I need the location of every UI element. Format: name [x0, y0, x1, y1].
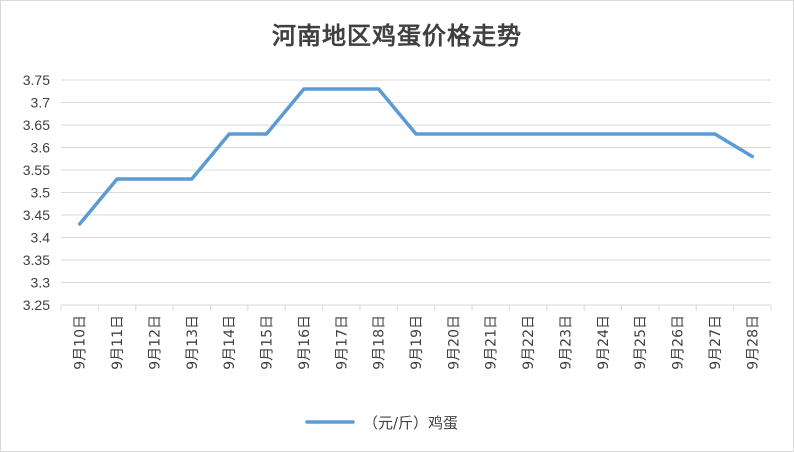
x-tick-label: 9月20日	[446, 315, 462, 370]
y-axis-ticks: 3.25 3.3 3.35 3.4 3.45 3.5 3.55 3.6 3.65 3.7 3.75	[23, 72, 50, 313]
data-point	[152, 177, 156, 181]
y-tick-label: 3.65	[23, 117, 50, 133]
x-tick-label: 9月15日	[260, 315, 276, 370]
y-tick-label: 3.3	[31, 275, 51, 291]
data-point	[526, 132, 530, 136]
data-point	[265, 132, 269, 136]
data-point	[713, 132, 717, 136]
y-tick-label: 3.45	[23, 207, 50, 223]
data-point	[638, 132, 642, 136]
x-tick-label: 9月10日	[73, 315, 89, 370]
gridlines	[61, 79, 771, 306]
y-tick-label: 3.4	[31, 230, 51, 246]
x-tick-label: 9月27日	[708, 315, 724, 370]
x-tick-label: 9月14日	[222, 315, 238, 370]
x-tick-label: 9月12日	[147, 315, 163, 370]
data-point	[451, 132, 455, 136]
data-point	[115, 177, 119, 181]
x-tick-label: 9月18日	[372, 315, 388, 370]
y-tick-label: 3.7	[31, 95, 51, 111]
x-tick-label: 9月25日	[633, 315, 649, 370]
y-tick-label: 3.75	[23, 72, 50, 88]
data-point	[676, 132, 680, 136]
x-tick-label: 9月17日	[334, 315, 350, 370]
data-point	[489, 132, 493, 136]
data-point	[339, 87, 343, 91]
series-line	[77, 87, 755, 226]
x-tick-label: 9月23日	[558, 315, 574, 370]
data-point	[377, 87, 381, 91]
legend: （元/斤）鸡蛋	[305, 414, 458, 432]
x-tick-label: 9月22日	[521, 315, 537, 370]
series-layer	[77, 87, 755, 226]
data-point	[414, 132, 418, 136]
y-tick-label: 3.55	[23, 162, 50, 178]
x-tick-label: 9月21日	[484, 315, 500, 370]
y-tick-label: 3.35	[23, 252, 50, 268]
data-point	[227, 132, 231, 136]
legend-label: （元/斤）鸡蛋	[363, 414, 458, 432]
y-tick-label: 3.6	[31, 140, 51, 156]
x-axis-ticks: 9月10日 9月11日 9月12日 9月13日 9月14日 9月15日 9月16日 9月17日…	[60, 305, 772, 370]
x-tick-label: 9月19日	[409, 315, 425, 370]
chart-title: 河南地区鸡蛋价格走势	[272, 22, 522, 50]
y-tick-label: 3.25	[23, 297, 50, 313]
data-point	[750, 155, 754, 158]
y-tick-label: 3.5	[31, 185, 51, 201]
x-tick-label: 9月24日	[596, 315, 612, 370]
x-tick-label: 9月13日	[185, 315, 201, 370]
x-tick-label: 9月28日	[745, 315, 761, 370]
data-point	[302, 87, 306, 91]
data-point	[78, 222, 82, 226]
data-point	[190, 177, 194, 181]
data-point	[563, 132, 567, 136]
x-tick-label: 9月26日	[671, 315, 687, 370]
data-point	[601, 132, 605, 136]
x-tick-label: 9月11日	[110, 315, 126, 370]
x-tick-label: 9月16日	[297, 315, 313, 370]
